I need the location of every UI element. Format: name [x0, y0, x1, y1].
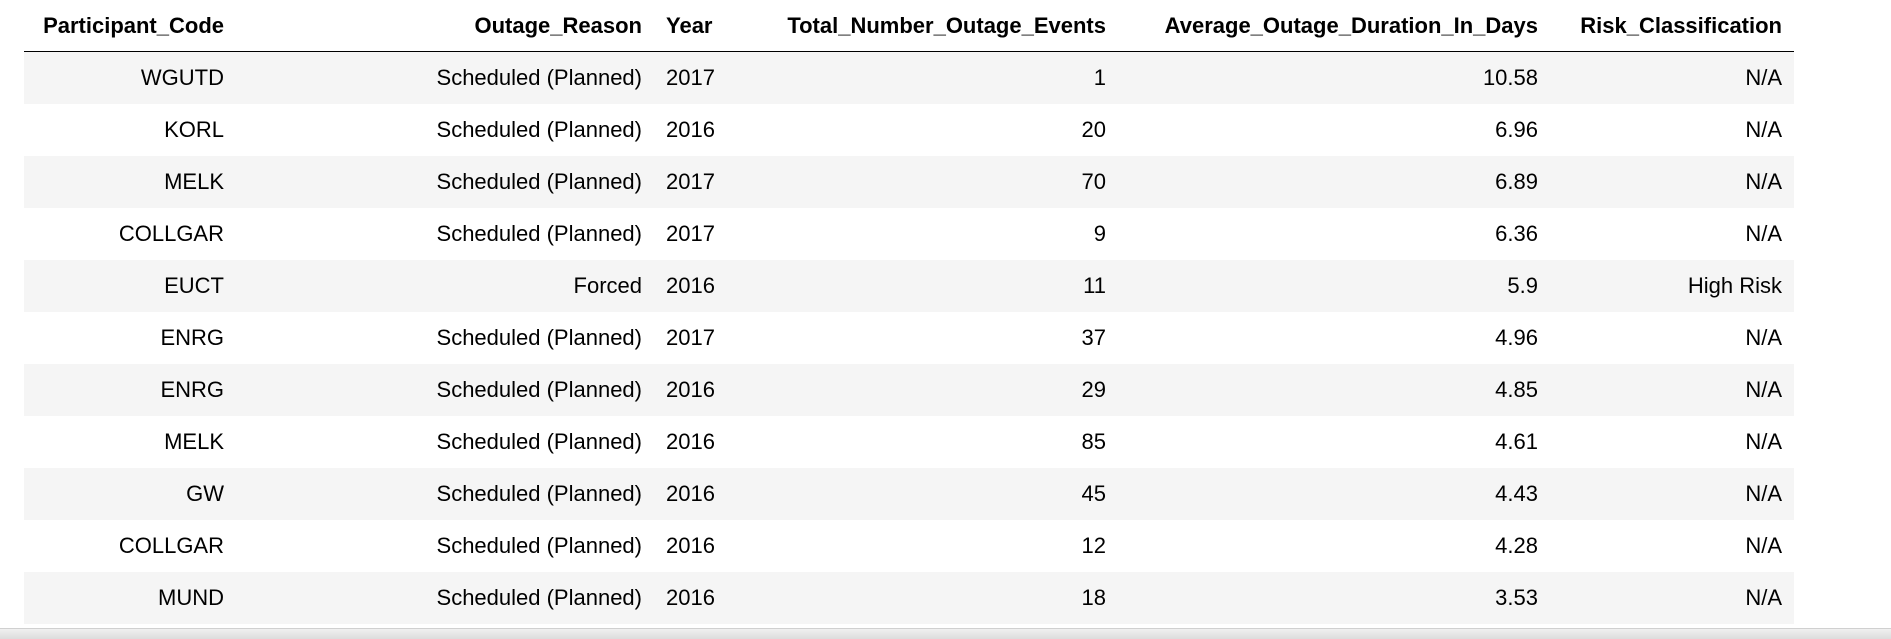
- cell-risk-classification: N/A: [1745, 325, 1782, 350]
- table-row: COLLGAR Scheduled (Planned) 2016 12 4.28…: [24, 520, 1794, 572]
- cell-participant-code: KORL: [164, 117, 224, 142]
- data-table: Participant_Code Outage_Reason Year Tota…: [24, 0, 1794, 624]
- column-header-total-events: Total_Number_Outage_Events: [730, 0, 1118, 52]
- cell-outage-reason: Forced: [573, 273, 642, 298]
- cell-participant-code: WGUTD: [140, 65, 224, 90]
- table-row: COLLGAR Scheduled (Planned) 2017 9 6.36 …: [24, 208, 1794, 260]
- table-row: GW Scheduled (Planned) 2016 45 4.43 N/A: [24, 468, 1794, 520]
- cell-participant-code: GW: [186, 481, 224, 506]
- cell-total-events: 9: [1093, 221, 1106, 246]
- table-row: MELK Scheduled (Planned) 2016 85 4.61 N/…: [24, 416, 1794, 468]
- cell-year: 2017: [666, 325, 715, 350]
- cell-outage-reason: Scheduled (Planned): [436, 481, 642, 506]
- cell-risk-classification: N/A: [1745, 221, 1782, 246]
- cell-year: 2017: [666, 221, 715, 246]
- cell-total-events: 37: [1081, 325, 1106, 350]
- cell-year: 2017: [666, 65, 715, 90]
- column-header-average-duration: Average_Outage_Duration_In_Days: [1118, 0, 1550, 52]
- column-header-participant-code: Participant_Code: [24, 0, 236, 52]
- cell-outage-reason: Scheduled (Planned): [436, 533, 642, 558]
- cell-year: 2016: [666, 429, 715, 454]
- cell-average-duration: 6.89: [1495, 169, 1538, 194]
- cell-total-events: 1: [1093, 65, 1106, 90]
- cell-outage-reason: Scheduled (Planned): [436, 429, 642, 454]
- cell-average-duration: 10.58: [1482, 65, 1538, 90]
- table-header-row: Participant_Code Outage_Reason Year Tota…: [24, 0, 1794, 52]
- cell-participant-code: ENRG: [160, 377, 224, 402]
- column-header-year: Year: [654, 0, 730, 52]
- table-row: EUCT Forced 2016 11 5.9 High Risk: [24, 260, 1794, 312]
- cell-total-events: 11: [1083, 273, 1106, 298]
- cell-average-duration: 5.9: [1507, 273, 1538, 298]
- cell-outage-reason: Scheduled (Planned): [436, 65, 642, 90]
- cell-risk-classification: N/A: [1745, 169, 1782, 194]
- cell-year: 2016: [666, 533, 715, 558]
- cell-total-events: 85: [1081, 429, 1106, 454]
- table-row: MELK Scheduled (Planned) 2017 70 6.89 N/…: [24, 156, 1794, 208]
- cell-total-events: 20: [1081, 117, 1106, 142]
- column-header-risk-classification: Risk_Classification: [1550, 0, 1794, 52]
- cell-outage-reason: Scheduled (Planned): [436, 377, 642, 402]
- cell-total-events: 45: [1081, 481, 1106, 506]
- cell-outage-reason: Scheduled (Planned): [436, 585, 642, 610]
- cell-participant-code: COLLGAR: [118, 533, 224, 558]
- cell-average-duration: 4.96: [1495, 325, 1538, 350]
- cell-outage-reason: Scheduled (Planned): [436, 117, 642, 142]
- horizontal-scrollbar[interactable]: [0, 628, 1891, 639]
- cell-participant-code: MELK: [164, 169, 224, 194]
- table-row: ENRG Scheduled (Planned) 2017 37 4.96 N/…: [24, 312, 1794, 364]
- cell-outage-reason: Scheduled (Planned): [436, 221, 642, 246]
- table-row: ENRG Scheduled (Planned) 2016 29 4.85 N/…: [24, 364, 1794, 416]
- cell-participant-code: COLLGAR: [118, 221, 224, 246]
- cell-year: 2016: [666, 273, 715, 298]
- cell-total-events: 18: [1081, 585, 1106, 610]
- cell-participant-code: MELK: [164, 429, 224, 454]
- table-row: WGUTD Scheduled (Planned) 2017 1 10.58 N…: [24, 51, 1794, 104]
- cell-year: 2016: [666, 481, 715, 506]
- cell-risk-classification: N/A: [1745, 117, 1782, 142]
- cell-average-duration: 4.61: [1495, 429, 1538, 454]
- cell-risk-classification: N/A: [1745, 429, 1782, 454]
- column-header-outage-reason: Outage_Reason: [236, 0, 654, 52]
- cell-year: 2016: [666, 377, 715, 402]
- cell-total-events: 12: [1081, 533, 1106, 558]
- cell-year: 2016: [666, 585, 715, 610]
- cell-risk-classification: N/A: [1745, 65, 1782, 90]
- cell-year: 2016: [666, 117, 715, 142]
- cell-total-events: 70: [1081, 169, 1106, 194]
- cell-outage-reason: Scheduled (Planned): [436, 325, 642, 350]
- cell-year: 2017: [666, 169, 715, 194]
- cell-participant-code: ENRG: [160, 325, 224, 350]
- cell-outage-reason: Scheduled (Planned): [436, 169, 642, 194]
- cell-average-duration: 6.96: [1495, 117, 1538, 142]
- cell-average-duration: 4.28: [1495, 533, 1538, 558]
- cell-average-duration: 3.53: [1495, 585, 1538, 610]
- cell-total-events: 29: [1081, 377, 1106, 402]
- cell-risk-classification: High Risk: [1687, 273, 1782, 298]
- cell-participant-code: MUND: [158, 585, 224, 610]
- cell-average-duration: 6.36: [1495, 221, 1538, 246]
- cell-risk-classification: N/A: [1745, 481, 1782, 506]
- cell-risk-classification: N/A: [1745, 377, 1782, 402]
- cell-risk-classification: N/A: [1745, 585, 1782, 610]
- cell-risk-classification: N/A: [1745, 533, 1782, 558]
- cell-average-duration: 4.85: [1495, 377, 1538, 402]
- cell-average-duration: 4.43: [1495, 481, 1538, 506]
- table-row: MUND Scheduled (Planned) 2016 18 3.53 N/…: [24, 572, 1794, 624]
- cell-participant-code: EUCT: [164, 273, 224, 298]
- table-row: KORL Scheduled (Planned) 2016 20 6.96 N/…: [24, 104, 1794, 156]
